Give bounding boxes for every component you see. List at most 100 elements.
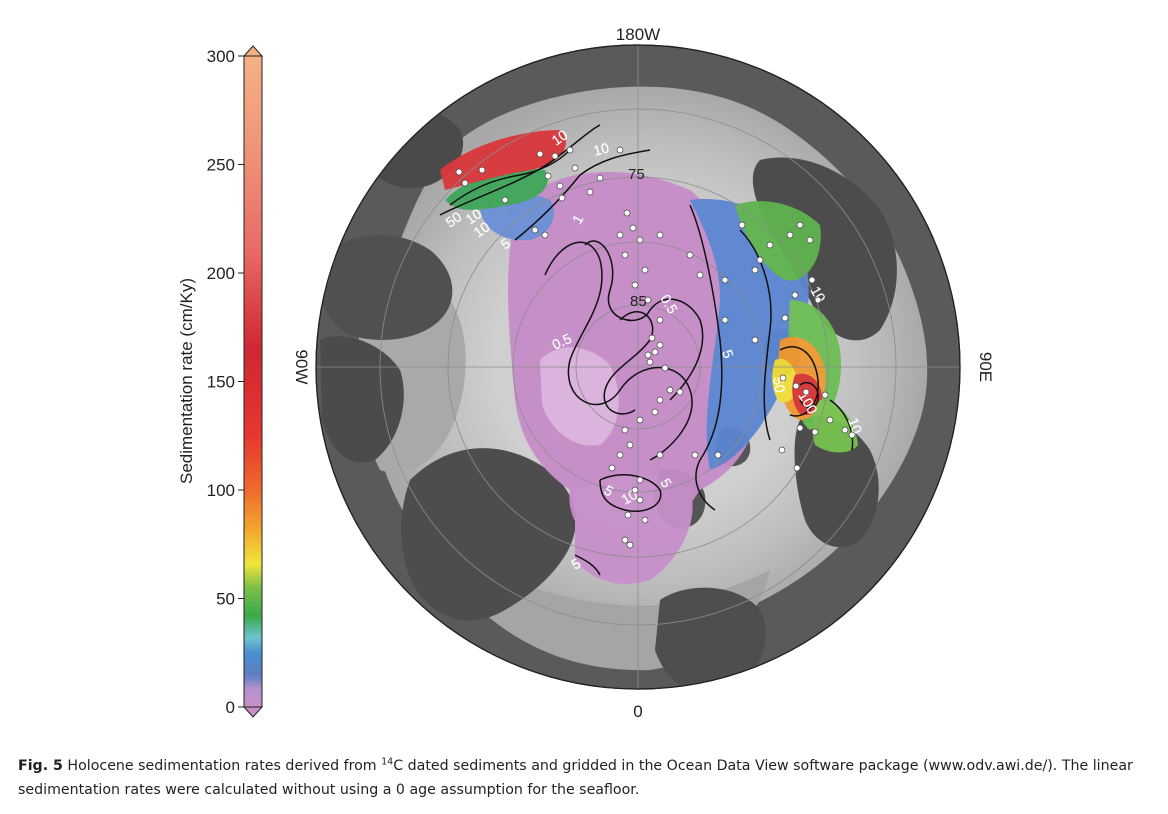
contour-5-gateway bbox=[599, 474, 662, 512]
sample-point bbox=[779, 374, 787, 382]
land-scandinavia bbox=[655, 587, 766, 689]
sample-point bbox=[656, 231, 664, 239]
sample-point bbox=[501, 196, 509, 204]
contour-label: 0.5 bbox=[550, 330, 575, 353]
caption-text-1: Holocene sedimentation rates derived fro… bbox=[62, 758, 382, 774]
sample-point bbox=[551, 152, 559, 160]
sample-point bbox=[848, 431, 856, 439]
sample-point bbox=[623, 209, 631, 217]
sample-point bbox=[806, 236, 814, 244]
sample-point bbox=[636, 476, 644, 484]
sample-point bbox=[566, 146, 574, 154]
sample-point bbox=[558, 194, 566, 202]
sample-point bbox=[656, 316, 664, 324]
colorbar-tick-label: 0 bbox=[226, 698, 235, 717]
sample-point bbox=[651, 348, 659, 356]
sample-point bbox=[531, 226, 539, 234]
caption-text-2: C dated sediments and gridded in the Oce… bbox=[18, 758, 1133, 798]
sample-point bbox=[629, 224, 637, 232]
sample-point bbox=[791, 291, 799, 299]
sample-point bbox=[793, 464, 801, 472]
colorbar-tick-label: 200 bbox=[207, 264, 235, 283]
sample-point bbox=[631, 486, 639, 494]
contour-0-5-a bbox=[544, 241, 693, 461]
sample-point bbox=[796, 221, 804, 229]
land-canadian-archipelago bbox=[319, 235, 453, 340]
sample-point bbox=[751, 336, 759, 344]
colorbar-tick-label: 150 bbox=[207, 373, 235, 392]
sample-point bbox=[808, 276, 816, 284]
sample-point bbox=[696, 271, 704, 279]
contour-0-5-b bbox=[603, 311, 654, 415]
contour-5-central bbox=[689, 204, 723, 511]
sample-point bbox=[636, 496, 644, 504]
longitude-labels: 180W 0 90W 90E bbox=[292, 25, 995, 721]
sample-point bbox=[621, 251, 629, 259]
sample-point bbox=[641, 266, 649, 274]
field-central-lightest bbox=[540, 347, 619, 446]
contour-label: 10 bbox=[807, 284, 829, 306]
figure-caption: Fig. 5 Holocene sedimentation rates deri… bbox=[18, 754, 1158, 802]
sample-point bbox=[461, 179, 469, 187]
sample-point bbox=[792, 382, 800, 390]
sample-point bbox=[656, 451, 664, 459]
colorbar-body bbox=[243, 55, 263, 708]
caption-label: Fig. 5 bbox=[18, 758, 63, 774]
colorbar-tick-label: 100 bbox=[207, 481, 235, 500]
contour-lines bbox=[439, 124, 854, 576]
field-siberian-green bbox=[735, 201, 821, 281]
colorbar-bottom-cap bbox=[242, 706, 264, 718]
sample-point bbox=[778, 446, 786, 454]
sample-point bbox=[802, 388, 810, 396]
contour-50-kara bbox=[779, 346, 819, 417]
sample-point bbox=[478, 166, 486, 174]
sample-point bbox=[648, 334, 656, 342]
latitude-label-85: 85 bbox=[630, 293, 647, 310]
field-atlantic-gateway bbox=[575, 475, 693, 584]
sample-point bbox=[616, 451, 624, 459]
colorbar-label: Sedimentation rate (cm/Ky) bbox=[177, 278, 196, 484]
sample-point bbox=[626, 541, 634, 549]
sample-point bbox=[626, 441, 634, 449]
longitude-label-left: 90W bbox=[292, 350, 311, 385]
sample-point bbox=[621, 426, 629, 434]
colorbar-top-cap bbox=[242, 45, 264, 57]
contour-1 bbox=[584, 240, 704, 401]
land-siberia bbox=[752, 157, 897, 341]
contour-label: 10 bbox=[845, 416, 865, 436]
sample-point bbox=[544, 172, 552, 180]
sample-point bbox=[631, 281, 639, 289]
longitude-label-top: 180W bbox=[616, 25, 660, 44]
colorbar-tick-label: 50 bbox=[216, 590, 235, 609]
sample-point bbox=[651, 408, 659, 416]
sample-point bbox=[586, 188, 594, 196]
map-outline bbox=[315, 44, 961, 690]
sample-point bbox=[646, 358, 654, 366]
sample-point bbox=[616, 146, 624, 154]
sample-point bbox=[541, 231, 549, 239]
sample-points bbox=[455, 146, 856, 549]
sample-point bbox=[536, 150, 544, 158]
longitude-label-right: 90E bbox=[976, 352, 995, 382]
sample-point bbox=[781, 314, 789, 322]
sample-point bbox=[821, 391, 829, 399]
sample-point bbox=[814, 296, 822, 304]
sample-point bbox=[616, 231, 624, 239]
sample-point bbox=[766, 241, 774, 249]
sample-point bbox=[811, 428, 819, 436]
sample-point bbox=[556, 182, 564, 190]
contour-100-kara bbox=[799, 381, 819, 409]
sample-point bbox=[796, 424, 804, 432]
sample-point bbox=[714, 451, 722, 459]
sample-point bbox=[644, 351, 652, 359]
sample-point bbox=[636, 236, 644, 244]
sample-point bbox=[686, 251, 694, 259]
graticule bbox=[316, 45, 960, 689]
contour-10-chukchi bbox=[439, 124, 601, 216]
field-chukchi-red bbox=[440, 130, 566, 190]
sample-point bbox=[826, 416, 834, 424]
field-barents-green bbox=[812, 400, 858, 453]
sample-point bbox=[841, 426, 849, 434]
sample-point bbox=[666, 386, 674, 394]
